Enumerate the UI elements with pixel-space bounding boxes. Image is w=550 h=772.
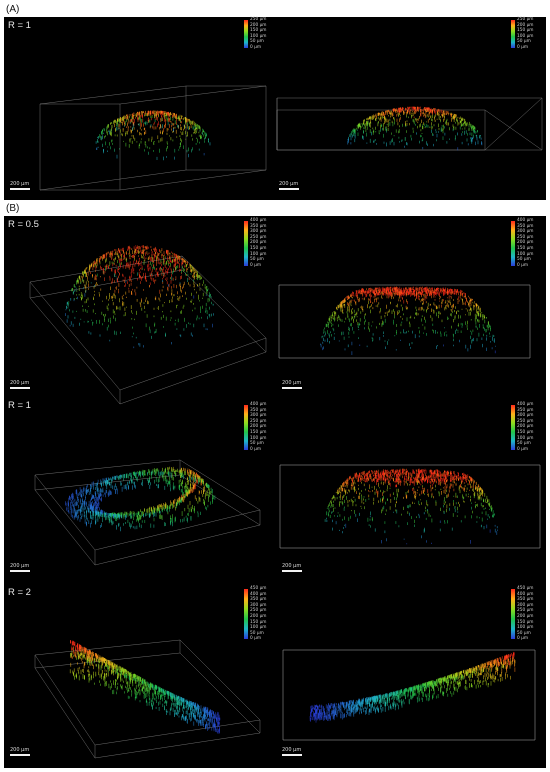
bounding-box bbox=[119, 337, 267, 391]
bounding-box bbox=[29, 269, 183, 299]
bounding-box bbox=[181, 255, 267, 339]
bounding-box bbox=[179, 474, 261, 526]
bounding-box bbox=[29, 297, 121, 405]
bounding-box bbox=[94, 509, 261, 551]
bounding-box bbox=[484, 97, 543, 151]
bounding-box bbox=[179, 459, 261, 511]
bounding-box bbox=[119, 85, 267, 105]
bounding-box bbox=[39, 85, 187, 105]
bounding-box bbox=[181, 269, 267, 353]
bounding-box bbox=[484, 109, 543, 151]
bounding-box bbox=[34, 489, 96, 566]
panel-b-label: (B) bbox=[6, 203, 19, 214]
bounding-box bbox=[34, 459, 181, 476]
bounding-box bbox=[119, 351, 267, 405]
bounding-box bbox=[39, 169, 187, 191]
bounding-box bbox=[94, 524, 261, 566]
panel-a-image bbox=[4, 17, 546, 200]
bounding-box bbox=[119, 169, 267, 191]
bounding-box bbox=[29, 281, 121, 391]
panel-a-label: (A) bbox=[6, 4, 19, 15]
bounding-box bbox=[34, 474, 96, 551]
